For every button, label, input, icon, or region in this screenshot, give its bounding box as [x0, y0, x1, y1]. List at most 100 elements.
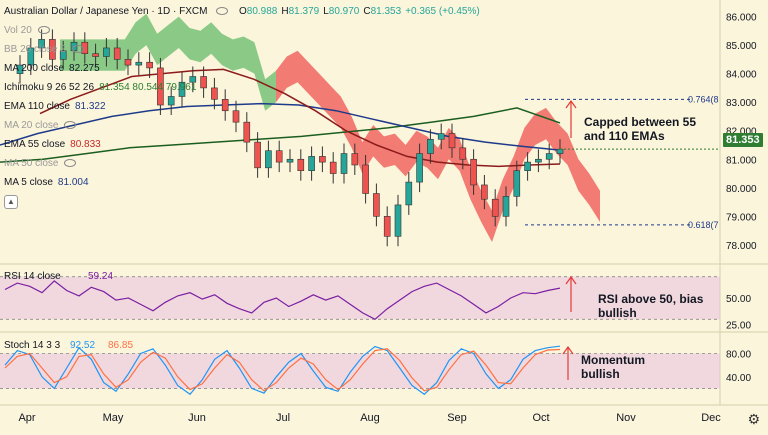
indicator-row[interactable]: MA 200 close 82.275: [4, 59, 480, 78]
indicator-list: Vol 20 BB 20 close 2 MA 200 close 82.275 Ich…: [4, 21, 480, 192]
candle-body: [221, 99, 229, 112]
candle-body: [448, 133, 456, 149]
indicator-row[interactable]: EMA 110 close 81.322: [4, 97, 480, 116]
gear-icon[interactable]: ⚙: [747, 411, 760, 427]
stoch-title: Stoch 14 3 3: [4, 340, 61, 351]
candle-body: [437, 133, 445, 140]
time-axis-tick: Sep: [447, 412, 467, 424]
candle-body: [373, 193, 380, 217]
time-axis-tick: Nov: [616, 412, 636, 424]
ohlc-value-o: 80.988: [246, 6, 278, 17]
price-axis-tick: 84.000: [726, 70, 757, 81]
annotation-arrows: [562, 99, 577, 380]
stoch-arrow-head: [562, 345, 574, 355]
candle-body: [211, 87, 218, 100]
ohlc-value-l: 80.970: [328, 6, 360, 17]
candle-body: [275, 150, 283, 163]
price-axis-tick: 78.000: [726, 241, 757, 252]
time-axis-tick: Dec: [701, 412, 721, 424]
price-axis-tick: 86.000: [726, 13, 757, 24]
candle-body: [113, 47, 121, 60]
time-axis-tick: Oct: [532, 412, 549, 424]
ohlc-key-h: H: [281, 6, 289, 17]
time-axis-tick: May: [103, 412, 124, 424]
indicator-label: BB 20 close 2: [4, 44, 66, 55]
candle-body: [308, 156, 315, 171]
ma200-line: [0, 107, 561, 163]
candle-body: [470, 158, 477, 186]
ohlc-change: +0.365 (+0.45%): [405, 6, 480, 17]
indicator-label: EMA 55 close: [4, 139, 66, 150]
indicator-value: 81.354 80.544 79.961: [99, 82, 197, 93]
rsi-axis-tick: 50.00: [726, 294, 751, 305]
rsi-band: [0, 276, 720, 320]
candle-body: [124, 59, 132, 66]
candle-body: [157, 67, 164, 106]
candle-body: [491, 198, 499, 217]
rsi-annotation-line2: bullish: [598, 306, 637, 320]
indicator-row[interactable]: BB 20 close 2: [4, 40, 480, 59]
price-annotation-line2: and 110 EMAs: [584, 129, 665, 143]
rsi-annotation-line1: RSI above 50, bias: [598, 292, 704, 306]
stoch-line-d: [4, 348, 561, 392]
candle-body: [427, 138, 434, 154]
candle-body: [265, 150, 272, 169]
ohlc-key-o: O: [239, 6, 247, 17]
price-axis-tick: 80.000: [726, 184, 757, 195]
candle-body: [405, 181, 413, 206]
candle-body: [135, 61, 143, 66]
indicator-row[interactable]: MA 5 close 81.004: [4, 173, 480, 192]
stoch-annotation: Momentum bullish: [581, 353, 645, 381]
candle-body: [92, 53, 99, 57]
candle-body: [59, 50, 67, 60]
eye-icon[interactable]: [216, 7, 229, 16]
fib-level-label: 0.618(7: [688, 220, 719, 230]
ohlc-values: O80.988 H81.379 L80.970 C81.353 +0.365 (+0.4…: [231, 6, 480, 17]
rsi-panel: RSI 14 close 59.24: [0, 271, 720, 321]
rsi-axis-tick: 25.00: [726, 321, 751, 332]
indicator-row[interactable]: Vol 20: [4, 21, 480, 40]
candle-body: [459, 147, 467, 160]
candle-body: [178, 81, 186, 97]
legend: Australian Dollar / Japanese Yen · 1D · …: [4, 2, 480, 211]
indicator-row[interactable]: EMA 55 close 80.833: [4, 135, 480, 154]
stoch-value: 86.85: [108, 340, 133, 351]
candle-body: [329, 161, 337, 174]
candle-body: [556, 148, 564, 154]
rsi-arrow-head: [565, 275, 577, 285]
time-axis-tick: Jul: [276, 412, 290, 424]
indicator-label: Ichimoku 9 26 52 26: [4, 82, 95, 93]
rsi-line: [4, 280, 561, 321]
candle-body: [286, 158, 294, 163]
price-axis-tick: 79.000: [726, 212, 757, 223]
candle-body: [545, 153, 553, 160]
stoch-value: 92.52: [70, 340, 95, 351]
ohlc-value-c: 81.353: [370, 6, 402, 17]
candle-body: [319, 156, 326, 163]
hidden-eye-icon[interactable]: [64, 159, 77, 168]
time-axis-tick: Apr: [18, 412, 35, 424]
header-row: Australian Dollar / Japanese Yen · 1D · …: [4, 2, 480, 21]
candle-body: [254, 141, 261, 169]
ohlc-key-c: C: [363, 6, 371, 17]
hidden-eye-icon[interactable]: [37, 26, 50, 35]
candle-body: [513, 170, 521, 197]
symbol-title[interactable]: Australian Dollar / Japanese Yen · 1D · …: [4, 6, 208, 17]
candle-body: [383, 216, 391, 237]
indicator-row[interactable]: MA 20 close: [4, 116, 480, 135]
fib-level-label: 0.764(8: [688, 94, 719, 104]
price-arrow-head: [565, 99, 577, 109]
candle-body: [481, 184, 488, 200]
chevron-up-icon[interactable]: ▲: [4, 195, 18, 209]
indicator-row[interactable]: MA 50 close: [4, 154, 480, 173]
hidden-eye-icon[interactable]: [64, 121, 77, 130]
candle-body: [232, 110, 240, 123]
ema110-line: [0, 102, 561, 151]
indicator-label: MA 200 close: [4, 63, 65, 74]
indicator-row[interactable]: Ichimoku 9 26 52 26 81.354 80.544 79.961: [4, 78, 480, 97]
price-axis-tick: 83.000: [726, 98, 757, 109]
candle-body: [351, 153, 359, 166]
candle-body: [49, 39, 56, 60]
hidden-eye-icon[interactable]: [71, 45, 84, 54]
